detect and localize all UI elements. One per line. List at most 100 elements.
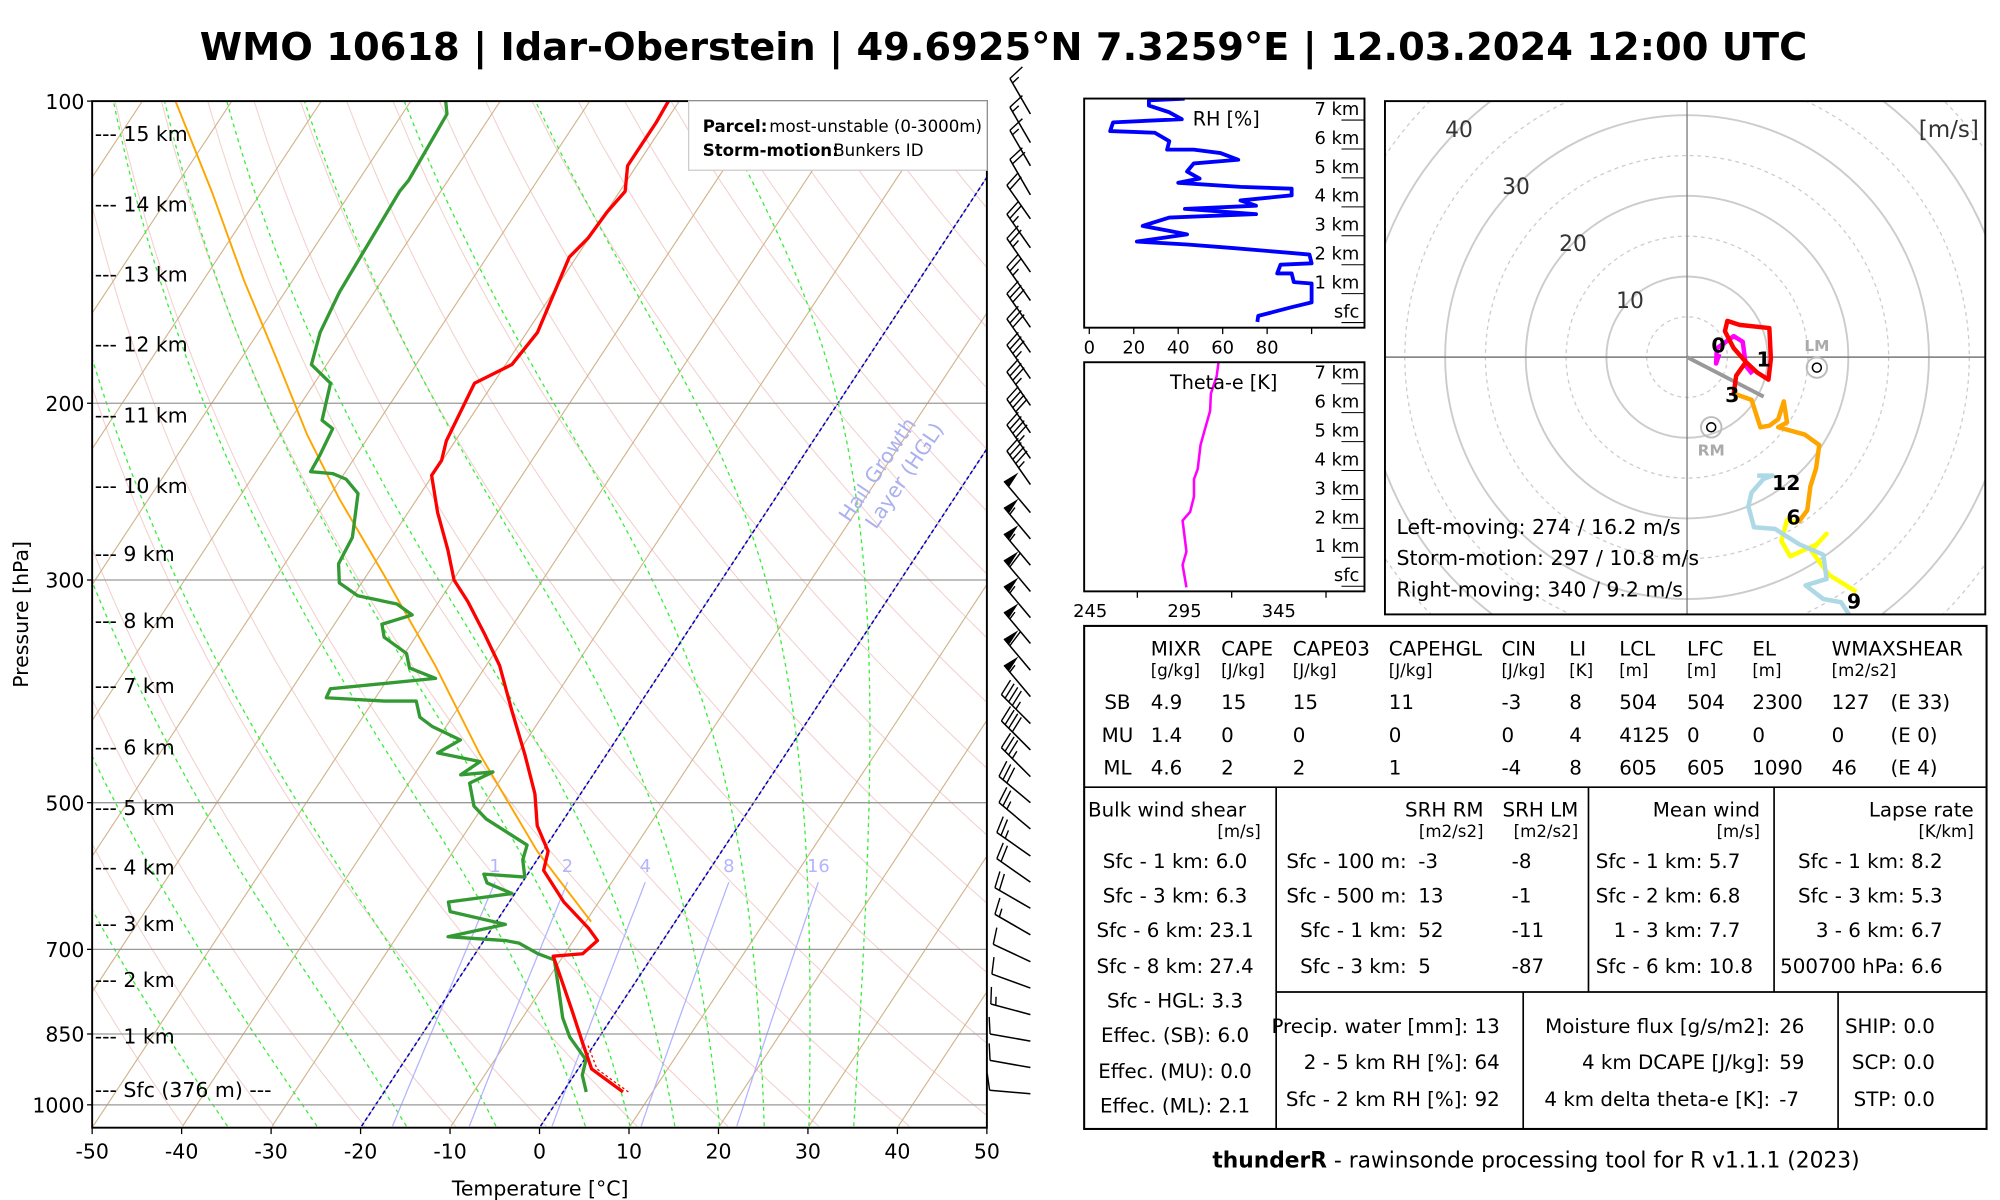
dry-adiabat-line — [253, 101, 987, 1117]
moist-adiabat-line — [92, 580, 407, 1127]
table-frame — [1083, 624, 1988, 1130]
pressure-tick-label: 300 — [45, 569, 84, 593]
moist-adiabat-line — [303, 101, 721, 1127]
height-label: --- 7 km — [95, 674, 175, 698]
bulk-shear-title: Bulk wind shear — [1088, 799, 1247, 822]
wind-barb-staff — [998, 775, 1031, 804]
wind-barb-feather — [1000, 706, 1012, 722]
wind-barb — [1009, 147, 1032, 196]
wind-barb-staff — [994, 887, 1031, 909]
wind-barb-staff — [1006, 371, 1032, 406]
param-value: 4.6 — [1151, 756, 1183, 779]
srh-row-label: Sfc - 3 km: — [1300, 955, 1407, 978]
moisture-label: 2 - 5 km RH [%]: — [1304, 1051, 1468, 1074]
moist-adiabat-line — [92, 908, 228, 1127]
param-value: 127 — [1832, 691, 1870, 714]
wind-barb — [1000, 706, 1031, 751]
moist-adiabat-line — [709, 101, 871, 1127]
moist-adiabat-line — [226, 101, 676, 1127]
temperature-tick-label: 40 — [884, 1139, 910, 1163]
wind-barb — [1003, 498, 1031, 540]
wind-barb-half-feather — [1006, 801, 1012, 810]
srh-rm-value: 5 — [1418, 955, 1431, 978]
param-value: 4 — [1569, 724, 1582, 747]
temperature-tick-label: -50 — [75, 1139, 108, 1163]
wind-barb — [994, 871, 1031, 909]
temperature-tick-label: 0 — [533, 1139, 546, 1163]
theta-e-profile-title: Theta-e [K] — [1169, 371, 1277, 394]
param-unit: [g/kg] — [1151, 661, 1200, 680]
hodograph-ring-label: 20 — [1559, 232, 1587, 257]
lm-marker-icon — [1811, 362, 1823, 373]
dry-adiabat-line — [92, 203, 638, 1127]
bulk-shear-row: Effec. (SB): 6.0 — [1101, 1024, 1249, 1047]
wind-barb-half-feather — [1009, 664, 1016, 673]
height-label: 6 km — [1314, 128, 1359, 149]
wind-barb-feather — [1009, 66, 1023, 80]
wind-barb-feather — [1000, 679, 1012, 695]
wind-barb-half-feather — [1015, 350, 1022, 359]
param-value: 4125 — [1619, 724, 1669, 747]
param-value: 2300 — [1752, 691, 1802, 714]
height-label: --- 5 km — [95, 796, 175, 820]
wind-barb-feather — [1015, 424, 1028, 438]
height-label: 7 km — [1314, 363, 1359, 384]
wind-barb-feather — [990, 986, 993, 1005]
hodograph-height-label: 12 — [1772, 471, 1800, 495]
param-unit: [m] — [1687, 661, 1716, 680]
param-unit: [J/kg] — [1389, 661, 1433, 680]
dry-adiabat-line — [160, 101, 819, 1127]
dry-adiabat-line — [624, 101, 987, 575]
srh-lm-unit: [m2/s2] — [1514, 822, 1579, 841]
param-value: 0 — [1752, 724, 1765, 747]
storm-motion-arrow — [1686, 355, 1765, 399]
wind-barb-feather — [1006, 411, 1019, 426]
x-tick-label: 345 — [1262, 601, 1296, 622]
dry-adiabat-line — [92, 842, 275, 1127]
moist-adiabat-line — [92, 356, 497, 1127]
rh-profile-line — [1108, 98, 1314, 323]
index-value: 0.0 — [1903, 1051, 1935, 1074]
wind-barb-feather — [1009, 631, 1021, 647]
height-label: --- Sfc (376 m) --- — [95, 1078, 272, 1102]
wind-barbs — [986, 66, 1032, 1095]
param-row-label: SB — [1104, 691, 1130, 714]
param-value: 15 — [1293, 691, 1318, 714]
wind-barb-staff — [1009, 159, 1032, 196]
temperature-tick-label: 50 — [974, 1139, 1000, 1163]
wind-barb-pennant — [1004, 551, 1019, 566]
legend-box: Parcel: most-unstable (0-3000m) Storm-mo… — [688, 100, 988, 171]
wind-barb — [998, 787, 1031, 830]
param-value: 0 — [1389, 724, 1402, 747]
wind-barb-feather — [1009, 284, 1022, 299]
isotherm-line — [450, 312, 987, 1127]
hgl-label: Hail Growth Layer (HGL) — [834, 413, 949, 533]
wind-barb-feather — [988, 1016, 991, 1035]
wind-barb-feather — [1009, 176, 1022, 190]
param-value: -3 — [1501, 691, 1521, 714]
param-value: 1 — [1389, 756, 1402, 779]
wind-barb-feather — [1015, 398, 1028, 413]
wind-barb-half-feather — [1015, 377, 1022, 385]
srh-row-label: Sfc - 500 m: — [1286, 884, 1406, 907]
wind-barb-staff — [1003, 585, 1031, 619]
height-label: 2 km — [1314, 507, 1359, 528]
footer-brand: thunderR — [1212, 1148, 1327, 1173]
theta-e-profile-plot-area — [1181, 362, 1220, 588]
height-label: --- 8 km — [95, 609, 175, 633]
param-value: 605 — [1687, 756, 1725, 779]
rh-panel: RH [%] sfc 1 km 2 km 3 km 4 km 5 km 6 km 7 km 0 20… — [1083, 97, 1366, 358]
bulk-shear-row: Sfc - 6 km: 23.1 — [1097, 919, 1254, 942]
height-label: --- 13 km — [95, 262, 188, 286]
legend-parcel-label: Parcel: — [703, 117, 768, 136]
wind-barb — [1006, 358, 1032, 406]
wind-barb-feather — [1000, 732, 1012, 749]
moisture-value: 64 — [1475, 1051, 1500, 1074]
param-value: 0 — [1687, 724, 1700, 747]
dry-adiabat-line — [92, 547, 456, 1127]
index-label: SCP: — [1852, 1051, 1897, 1074]
wind-barb-feather — [1009, 415, 1022, 430]
mixing-ratio-label: 2 — [562, 856, 573, 877]
